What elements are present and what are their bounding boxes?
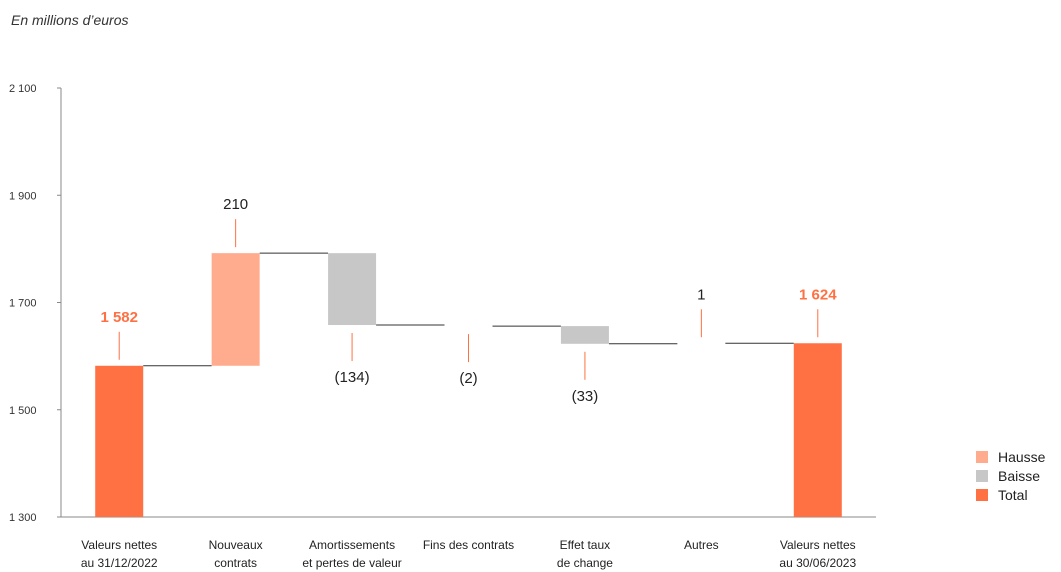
data-label: (134) (335, 369, 370, 386)
legend-item-total: Total (976, 486, 1045, 504)
category-label: contrats (214, 556, 257, 570)
legend-item-baisse: Baisse (976, 467, 1045, 485)
category-label: Fins des contrats (423, 538, 514, 552)
y-tick-label: 1 300 (9, 512, 37, 524)
category-label: au 31/12/2022 (81, 556, 158, 570)
legend-swatch-baisse (976, 470, 988, 482)
data-label: 1 624 (799, 286, 837, 303)
bar (211, 253, 260, 366)
bar (328, 253, 377, 326)
category-label: Autres (684, 538, 719, 552)
chart-subtitle: En millions d’euros (11, 12, 129, 28)
y-tick-label: 2 100 (9, 83, 37, 95)
y-tick-label: 1 900 (9, 190, 37, 202)
bar (793, 343, 842, 517)
category-label: Valeurs nettes (81, 538, 157, 552)
data-label: (33) (572, 388, 599, 405)
category-label: au 30/06/2023 (779, 556, 856, 570)
legend-label-total: Total (998, 487, 1028, 503)
category-label: Effet taux (560, 538, 610, 552)
legend: Hausse Baisse Total (976, 448, 1045, 505)
legend-item-hausse: Hausse (976, 448, 1045, 466)
bar (95, 365, 144, 517)
data-label: 210 (223, 196, 248, 213)
legend-label-hausse: Hausse (998, 449, 1046, 465)
category-label: de change (557, 556, 613, 570)
data-label: 1 582 (100, 309, 138, 326)
category-label: Nouveaux (209, 538, 263, 552)
y-tick-label: 1 700 (9, 298, 37, 310)
category-label: et pertes de valeur (302, 556, 401, 570)
category-label: Amortissements (309, 538, 395, 552)
category-label: Valeurs nettes (780, 538, 856, 552)
legend-label-baisse: Baisse (998, 468, 1041, 484)
legend-swatch-hausse (976, 451, 988, 463)
y-tick-label: 1 500 (9, 405, 37, 417)
data-label: (2) (459, 370, 477, 387)
legend-swatch-total (976, 489, 988, 501)
bar (560, 326, 609, 344)
data-label: 1 (697, 286, 705, 303)
